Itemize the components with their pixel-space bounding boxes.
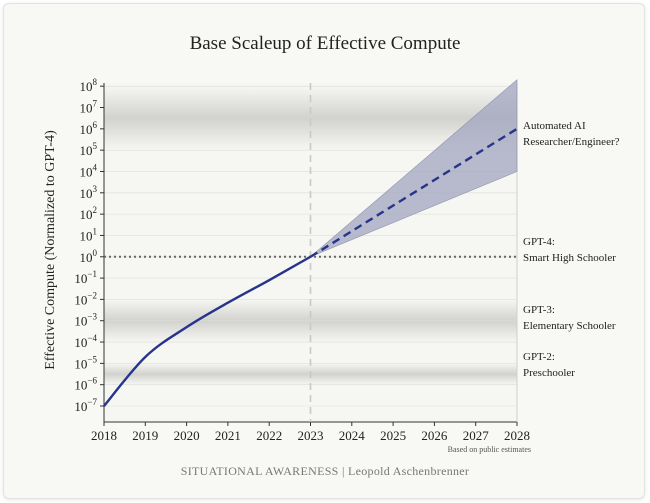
x-tick-label: 2025 xyxy=(380,428,406,443)
y-tick-label: 103 xyxy=(80,184,98,201)
annotation-gpt2: GPT-2: Preschooler xyxy=(523,349,575,381)
annotation-gpt4-line-2: Smart High Schooler xyxy=(523,252,616,264)
x-tick-label: 2018 xyxy=(91,428,117,443)
y-tick-label: 10−2 xyxy=(74,290,97,307)
annotation-gpt3-line-2: Elementary Schooler xyxy=(523,320,616,332)
chart-title: Base Scaleup of Effective Compute xyxy=(189,33,461,54)
annotation-automated-line-2: Researcher/Engineer? xyxy=(523,136,620,148)
x-tick-label: 2024 xyxy=(339,428,366,443)
x-tick-label: 2021 xyxy=(215,428,241,443)
annotation-automated-line-1: Automated AI xyxy=(523,120,586,132)
x-tick-label: 2027 xyxy=(463,428,490,443)
y-tick-label: 10−6 xyxy=(74,376,97,393)
annotation-automated-researcher: Automated AI Researcher/Engineer? xyxy=(523,118,620,150)
annotation-gpt3-line-1: GPT-3: xyxy=(523,304,555,316)
y-tick-label: 105 xyxy=(80,141,98,158)
y-tick-label: 10−4 xyxy=(74,333,97,350)
footer-credit: SITUATIONAL AWARENESS | Leopold Aschenbr… xyxy=(180,464,470,478)
source-note: Based on public estimates xyxy=(447,445,531,454)
x-tick-label: 2026 xyxy=(421,428,448,443)
y-tick-label: 101 xyxy=(80,226,98,243)
y-tick-label: 10−1 xyxy=(74,269,97,286)
y-tick-label: 102 xyxy=(80,205,98,222)
y-tick-label: 106 xyxy=(80,120,98,137)
y-tick-label: 108 xyxy=(80,77,98,94)
x-tick-label: 2028 xyxy=(504,428,530,443)
y-tick-label: 10−3 xyxy=(74,312,97,329)
annotation-gpt3: GPT-3: Elementary Schooler xyxy=(523,302,616,334)
uncertainty-band xyxy=(310,79,518,258)
annotation-gpt4-line-1: GPT-4: xyxy=(523,236,555,248)
y-tick-label: 10−7 xyxy=(74,397,97,414)
x-tick-label: 2022 xyxy=(256,428,282,443)
series-line-projection xyxy=(309,127,518,258)
x-tick-label: 2020 xyxy=(174,428,200,443)
y-tick-label: 100 xyxy=(80,248,98,265)
y-tick-label: 104 xyxy=(80,162,98,179)
series-line-historical xyxy=(103,255,312,407)
annotation-gpt2-line-2: Preschooler xyxy=(523,367,575,379)
x-tick-label: 2023 xyxy=(298,428,324,443)
annotation-gpt4: GPT-4: Smart High Schooler xyxy=(523,234,616,266)
annotation-gpt2-line-1: GPT-2: xyxy=(523,351,555,363)
y-tick-label: 10−5 xyxy=(74,354,97,371)
y-tick-label: 107 xyxy=(80,99,98,116)
x-tick-label: 2019 xyxy=(132,428,158,443)
